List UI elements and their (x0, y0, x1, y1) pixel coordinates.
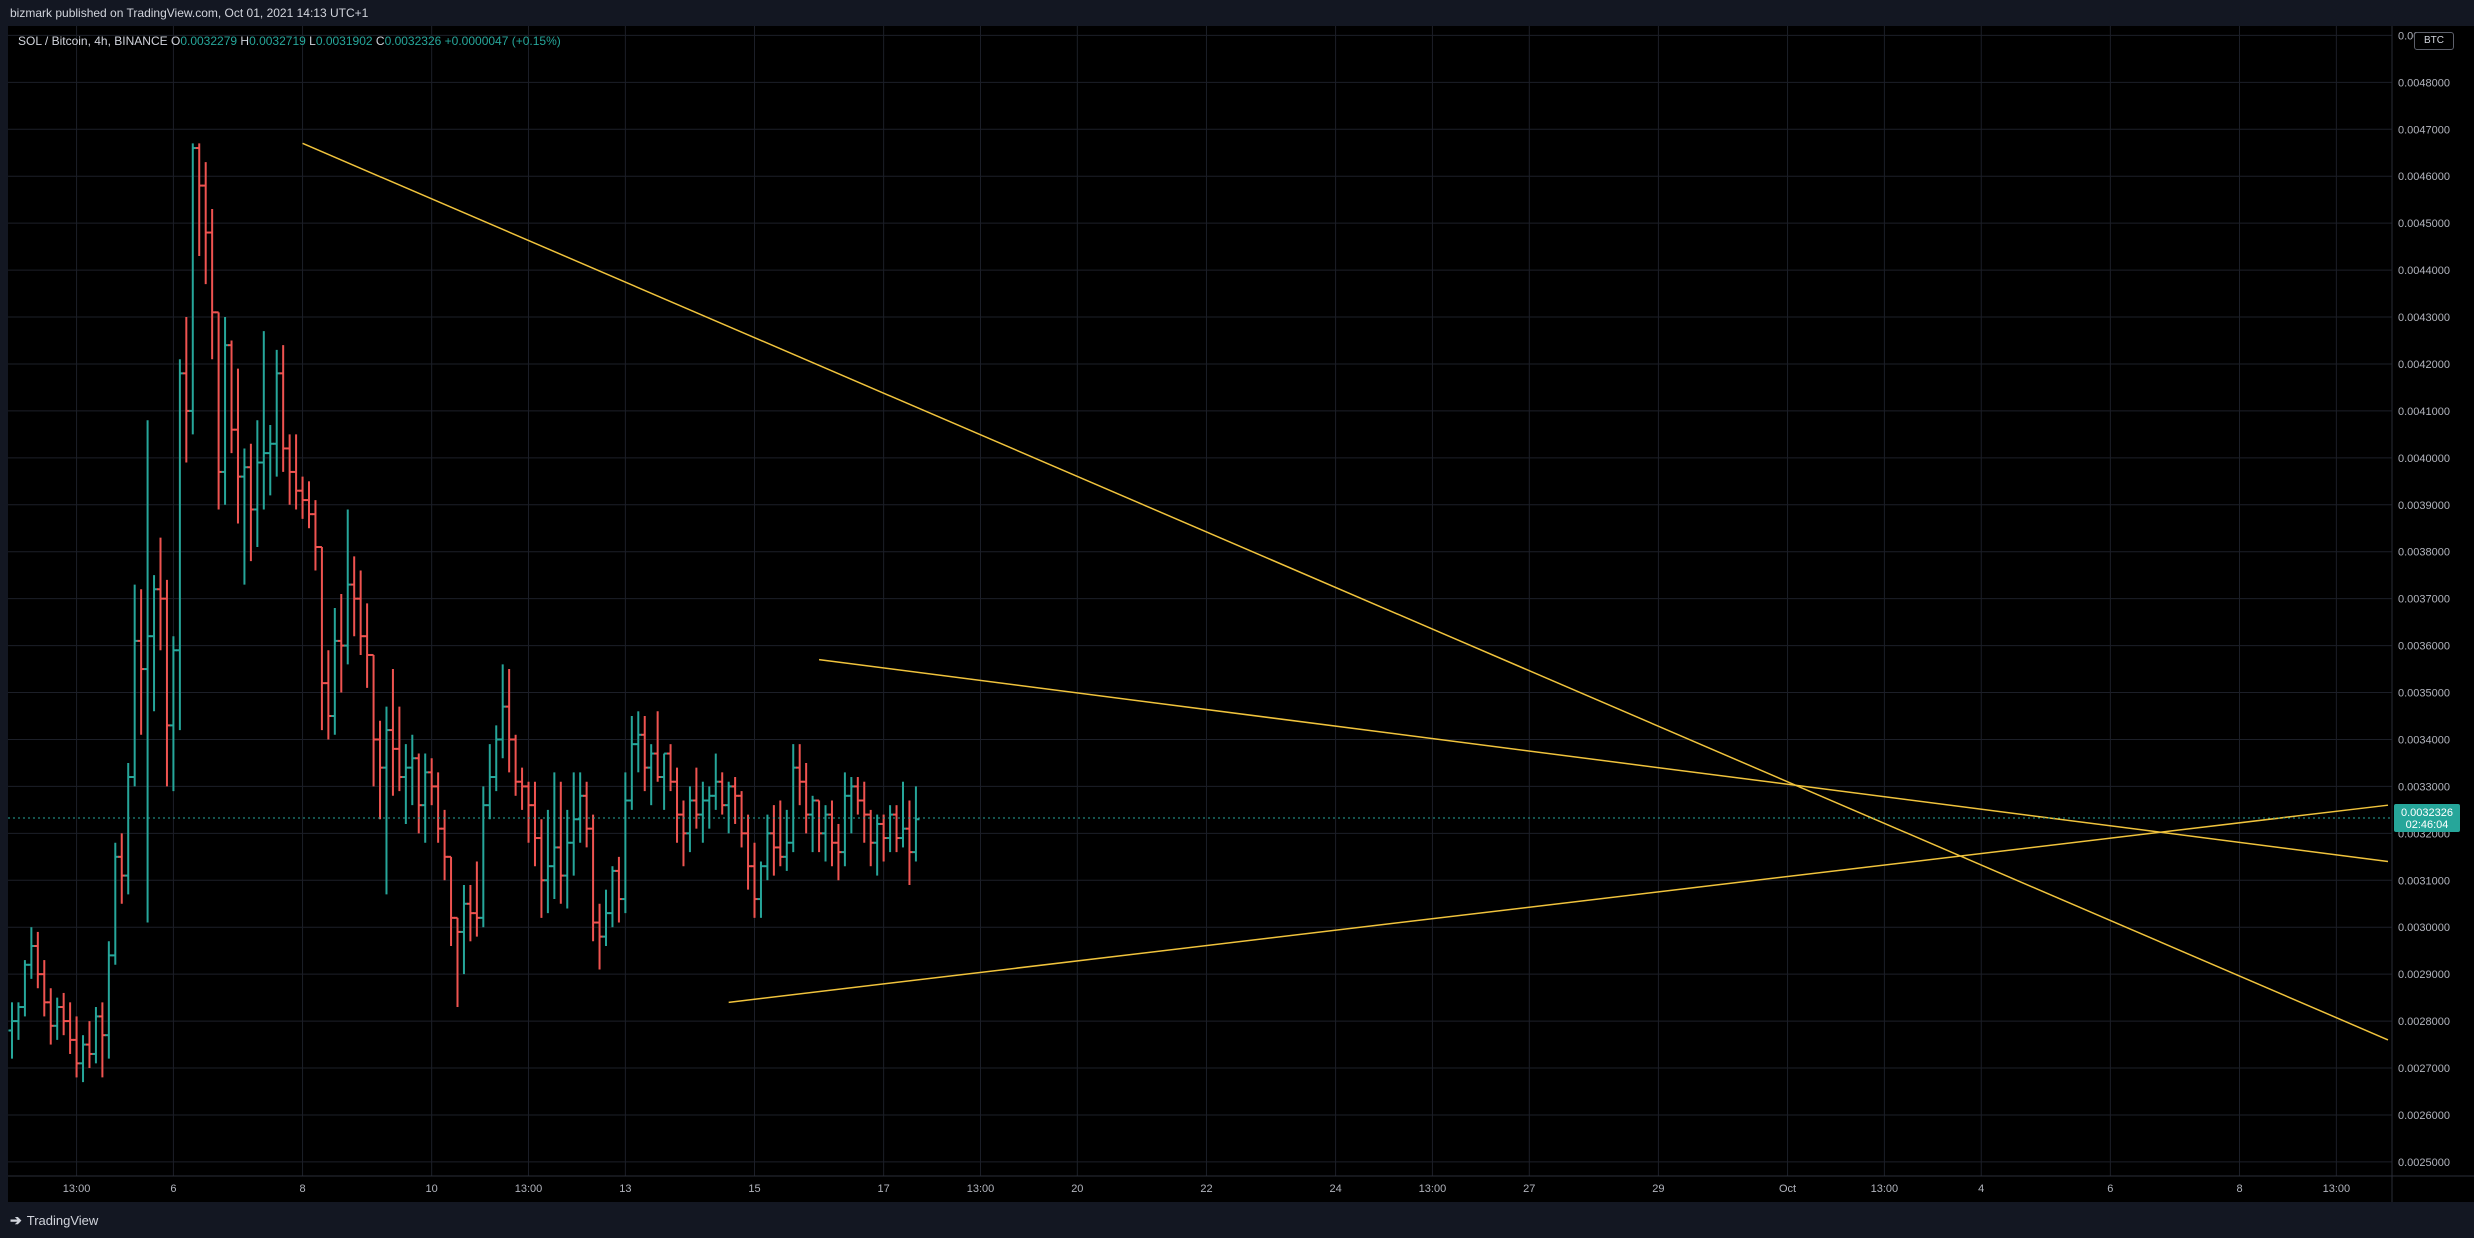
footer-bar (0, 1202, 2474, 1238)
low-label: L (309, 34, 316, 48)
close-value: 0.0032326 (384, 34, 442, 48)
low-value: 0.0031902 (315, 34, 373, 48)
currency-badge[interactable]: BTC (2414, 32, 2454, 50)
open-value: 0.0032279 (180, 34, 238, 48)
chart-area[interactable] (8, 26, 2474, 1202)
tradingview-logo-icon: ➔ (10, 1212, 22, 1228)
brand-name: TradingView (26, 1213, 99, 1228)
publisher-text: bizmark published on TradingView.com, Oc… (10, 6, 369, 20)
high-label: H (240, 34, 250, 48)
publisher-bar: bizmark published on TradingView.com, Oc… (0, 0, 2474, 26)
open-label: O (170, 34, 181, 48)
high-value: 0.0032719 (249, 34, 306, 48)
symbol-name[interactable]: SOL / Bitcoin, 4h, BINANCE (18, 34, 168, 48)
symbol-legend: SOL / Bitcoin, 4h, BINANCE O0.0032279 H0… (18, 34, 561, 48)
change-value: +0.0000047 (+0.15%) (444, 34, 561, 48)
close-label: C (375, 34, 385, 48)
tradingview-logo[interactable]: ➔ TradingView (10, 1212, 98, 1229)
